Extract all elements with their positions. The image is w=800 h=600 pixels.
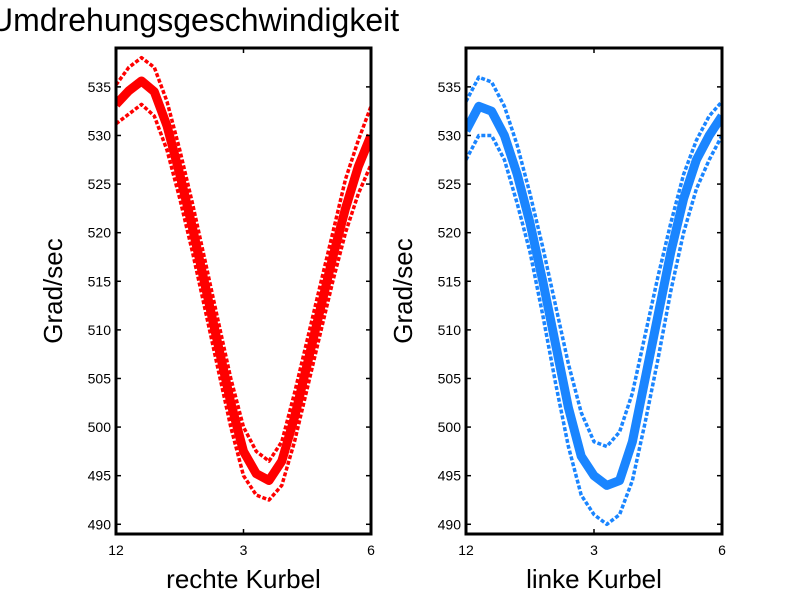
series-line-mean: [466, 101, 722, 490]
y-tick-label: 535: [438, 79, 462, 95]
plot-frame: [114, 46, 373, 536]
y-tick-label: 500: [438, 419, 462, 435]
x-tick-label: 3: [240, 542, 248, 558]
plot-frame: [464, 46, 724, 536]
y-tick-label: 535: [88, 79, 112, 95]
y-tick-label: 500: [88, 419, 112, 435]
y-tick-label: 525: [88, 176, 112, 192]
y-tick-label: 505: [88, 370, 112, 386]
x-tick-label: 6: [718, 542, 726, 558]
y-tick-label: 530: [88, 127, 112, 143]
x-tick-label: 3: [590, 542, 598, 558]
x-axis-label: linke Kurbel: [526, 564, 662, 594]
series-line-upper: [466, 75, 722, 449]
y-tick-label: 490: [438, 516, 462, 532]
y-tick-label: 505: [438, 370, 462, 386]
x-tick-label: 12: [458, 542, 474, 558]
x-axis-label: rechte Kurbel: [166, 564, 321, 594]
y-tick-label: 495: [88, 468, 112, 484]
series-line-mean: [116, 76, 371, 485]
y-tick-label: 520: [438, 225, 462, 241]
y-tick-label: 520: [88, 225, 112, 241]
y-tick-label: 525: [438, 176, 462, 192]
y-axis-label: Grad/sec: [38, 238, 68, 344]
panel-linke-kurbel: 490 495 500 505 510 515 520 525 530 535 12 3 6 linke …: [388, 46, 726, 594]
x-tick-label: 6: [367, 542, 375, 558]
chart-title: Umdrehungsgeschwindigkeit: [0, 2, 400, 38]
y-tick-label: 515: [88, 273, 112, 289]
y-tick-label: 495: [438, 468, 462, 484]
y-axis-label: Grad/sec: [388, 238, 418, 344]
series-line-lower: [116, 102, 371, 502]
x-tick-label: 12: [108, 542, 124, 558]
y-tick-label: 530: [438, 127, 462, 143]
y-tick-label: 490: [88, 516, 112, 532]
panel-rechte-kurbel: 490 495 500 505 510 515 520 525 530 535 12 3 6 rechte…: [38, 46, 375, 594]
y-tick-label: 510: [88, 322, 112, 338]
y-tick-label: 515: [438, 273, 462, 289]
series-line-lower: [466, 133, 722, 527]
y-tick-label: 510: [438, 322, 462, 338]
